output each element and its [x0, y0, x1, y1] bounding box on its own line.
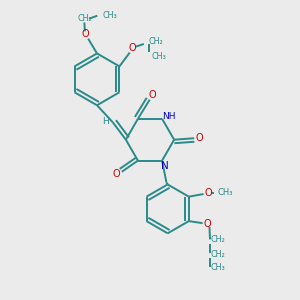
- Text: H: H: [102, 117, 109, 126]
- Text: CH₂: CH₂: [148, 37, 163, 46]
- Text: O: O: [203, 219, 211, 229]
- Text: O: O: [195, 133, 203, 143]
- Text: N: N: [160, 161, 168, 171]
- Text: CH₃: CH₃: [102, 11, 117, 20]
- Text: O: O: [204, 188, 212, 198]
- Text: O: O: [112, 169, 120, 179]
- Text: O: O: [129, 43, 136, 53]
- Text: CH₂: CH₂: [211, 250, 225, 259]
- Text: CH₃: CH₃: [218, 188, 233, 197]
- Text: CH₃: CH₃: [211, 263, 225, 272]
- Text: O: O: [148, 90, 156, 100]
- Text: CH₂: CH₂: [77, 14, 92, 22]
- Text: CH₂: CH₂: [211, 236, 225, 244]
- Text: CH₃: CH₃: [151, 52, 166, 61]
- Text: NH: NH: [162, 112, 175, 121]
- Text: O: O: [81, 29, 89, 39]
